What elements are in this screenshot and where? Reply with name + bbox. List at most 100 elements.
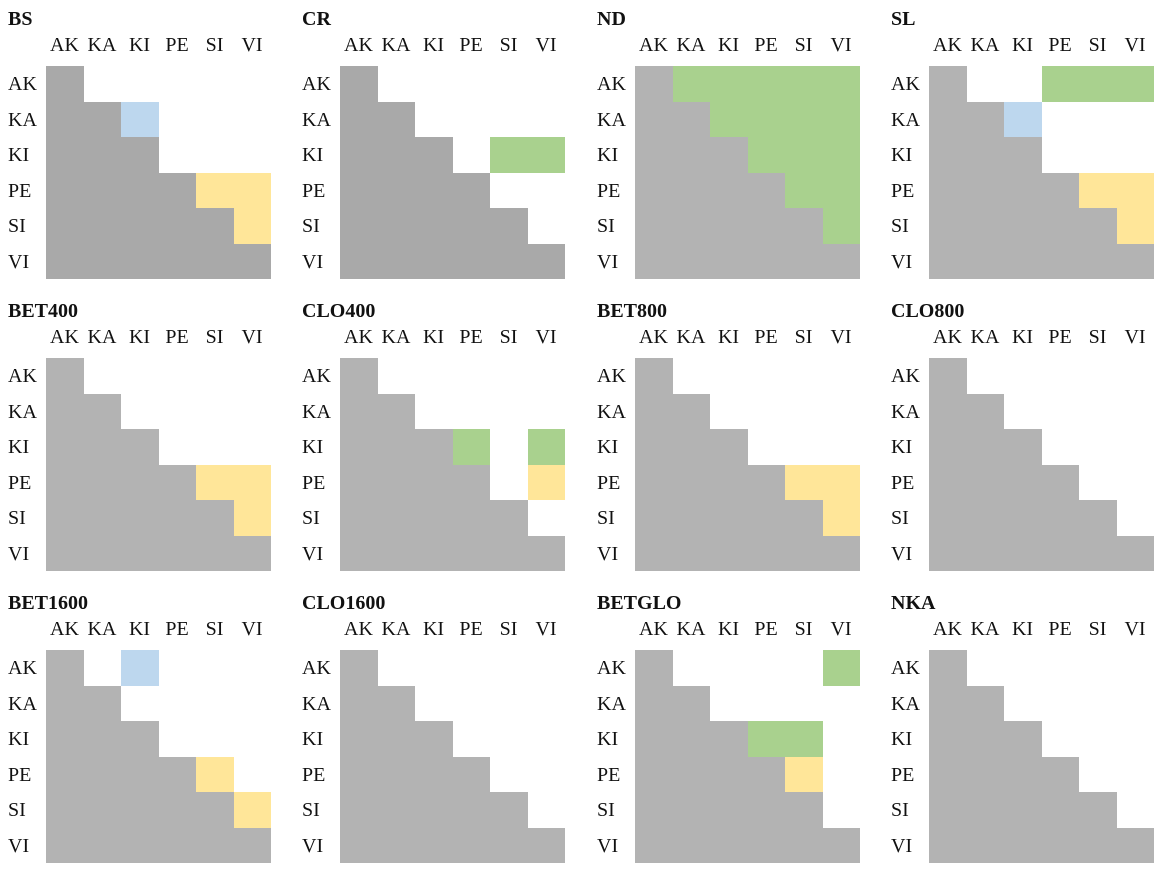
matrix-cell-lower [83,464,121,500]
matrix-cell-lower [158,464,196,500]
matrix-cell-lower [196,243,234,279]
matrix-cell-lower [672,827,710,863]
matrix-cell-lower [635,172,673,208]
matrix-cell-lower [672,535,710,571]
matrix-cell-lower [377,429,415,465]
matrix-cell-lower [452,756,490,792]
matrix-cell-lower [527,827,565,863]
row-label: KA [891,692,920,715]
matrix-cell-lower [710,500,748,536]
matrix-cell-lower [672,721,710,757]
matrix-cell-lower [158,172,196,208]
matrix-cell-lower [340,393,378,429]
matrix-cell-lower [966,685,1004,721]
matrix-cell-yellow [1079,172,1117,208]
matrix-cell-lower [966,721,1004,757]
row-label: KA [597,692,626,715]
matrix-panel-clo800: CLO800 AK AK KA KA KI KI PE PE SI SI VI VI [891,300,1156,580]
column-label: PE [1048,34,1072,56]
row-label: VI [597,542,619,565]
matrix-cell-lower [158,756,196,792]
matrix-cell-green [747,66,785,102]
matrix-cell-lower [672,756,710,792]
panel-title: NKA [891,592,936,614]
column-label: VI [241,34,263,56]
column-label: KI [422,618,445,640]
matrix-cell-lower [121,464,159,500]
matrix-cell-lower [710,464,748,500]
column-label: VI [830,34,852,56]
matrix-cell-lower [747,172,785,208]
panel-title: CLO1600 [302,592,386,614]
matrix-cell-lower [1004,535,1042,571]
matrix-cell-lower [966,137,1004,173]
column-label: SI [499,34,518,56]
matrix-cell-lower [415,756,453,792]
matrix-cell-lower [452,208,490,244]
matrix-cell-lower [1004,429,1042,465]
matrix-cell-lower [710,827,748,863]
matrix-cell-lower [785,208,823,244]
matrix-cell-lower [83,429,121,465]
matrix-cell-lower [121,172,159,208]
row-label: PE [8,471,32,494]
matrix-cell-lower [1079,500,1117,536]
matrix-cell-lower [635,243,673,279]
row-label: SI [8,507,26,529]
matrix-cell-lower [490,535,528,571]
matrix-cell-lower [377,243,415,279]
column-label: PE [754,34,778,56]
row-label: AK [8,73,37,95]
matrix-cell-lower [929,464,967,500]
matrix-cell-lower [710,756,748,792]
matrix-cell-lower [635,393,673,429]
matrix-cell-lower [340,721,378,757]
matrix-cell-yellow [196,464,234,500]
row-label: VI [302,250,324,273]
matrix-cell-lower [158,827,196,863]
row-label: KI [891,436,913,458]
column-label: AK [50,618,79,640]
matrix-cell-yellow [785,464,823,500]
matrix-cell-lower [121,208,159,244]
matrix-panel-clo1600: CLO1600 AK AK KA KA KI KI PE PE SI SI VI VI [302,592,582,872]
matrix-cell-lower [635,66,673,102]
matrix-panel-bet1600: BET1600 AK AK KA KA KI KI PE PE SI SI VI VI [8,592,288,872]
matrix-cell-lower [490,243,528,279]
matrix-cell-lower [340,756,378,792]
matrix-cell-lower [747,827,785,863]
matrix-cell-lower [340,535,378,571]
row-label: KA [891,400,920,423]
column-label: KA [676,326,706,348]
row-label: KI [891,144,913,166]
matrix-cell-lower [672,464,710,500]
matrix-cell-lower [121,429,159,465]
matrix-cell-lower [340,429,378,465]
matrix-cell-lower [377,137,415,173]
matrix-cell-blue [1004,101,1042,137]
row-label: AK [8,365,37,387]
row-label: PE [891,471,915,494]
matrix-cell-lower [415,208,453,244]
matrix-cell-lower [929,172,967,208]
matrix-cell-lower [415,792,453,828]
row-label: SI [8,799,26,821]
column-label: KI [1011,34,1034,56]
matrix-cell-lower [415,464,453,500]
matrix-cell-lower [966,208,1004,244]
column-label: SI [205,326,224,348]
matrix-cell-lower [929,756,967,792]
row-label: KI [891,728,913,750]
matrix-cell-lower [196,827,234,863]
matrix-cell-lower [83,393,121,429]
matrix-cell-lower [83,721,121,757]
matrix-cell-lower [377,792,415,828]
matrix-cell-lower [785,500,823,536]
matrix-cell-lower [635,535,673,571]
matrix-cell-yellow [785,756,823,792]
matrix-cell-lower [233,827,271,863]
column-label: VI [535,326,557,348]
matrix-cell-yellow [233,208,271,244]
matrix-cell-lower [46,66,84,102]
matrix-cell-lower [452,500,490,536]
